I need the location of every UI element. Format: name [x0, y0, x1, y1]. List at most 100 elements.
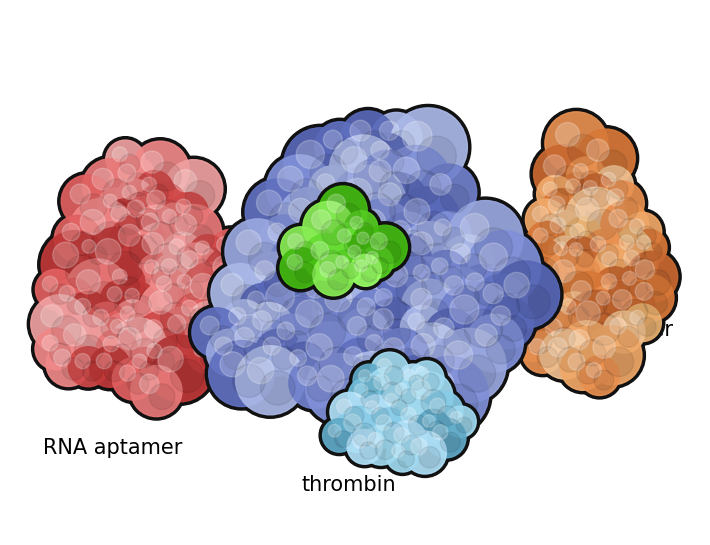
Circle shape: [76, 270, 100, 294]
Circle shape: [316, 215, 333, 232]
Circle shape: [375, 289, 392, 306]
Circle shape: [136, 171, 174, 209]
Circle shape: [278, 166, 303, 191]
Circle shape: [80, 194, 106, 220]
Circle shape: [114, 294, 134, 314]
Circle shape: [428, 325, 510, 406]
Circle shape: [236, 280, 288, 332]
Circle shape: [344, 347, 362, 365]
Circle shape: [608, 180, 628, 199]
Circle shape: [153, 199, 197, 243]
Circle shape: [401, 389, 416, 404]
Circle shape: [392, 445, 404, 457]
Circle shape: [82, 240, 96, 253]
Circle shape: [135, 277, 203, 345]
Circle shape: [590, 237, 606, 252]
Circle shape: [315, 122, 365, 171]
Circle shape: [62, 223, 80, 241]
Circle shape: [367, 281, 413, 327]
Circle shape: [186, 225, 214, 252]
Circle shape: [351, 199, 413, 261]
Circle shape: [142, 177, 156, 192]
Circle shape: [71, 232, 94, 256]
Circle shape: [609, 225, 655, 270]
Text: thrombin: thrombin: [302, 475, 396, 494]
Circle shape: [459, 355, 496, 392]
Circle shape: [331, 379, 366, 414]
Circle shape: [367, 246, 410, 289]
Circle shape: [290, 179, 324, 212]
Circle shape: [324, 223, 347, 246]
Circle shape: [146, 266, 193, 313]
Circle shape: [371, 395, 415, 439]
Circle shape: [435, 219, 451, 235]
Circle shape: [244, 302, 294, 352]
Circle shape: [312, 210, 331, 229]
Circle shape: [383, 319, 410, 346]
Circle shape: [598, 150, 627, 179]
Circle shape: [423, 346, 454, 377]
Circle shape: [444, 276, 464, 295]
Circle shape: [334, 431, 351, 447]
Circle shape: [247, 358, 273, 384]
Circle shape: [128, 138, 192, 203]
Circle shape: [141, 337, 180, 376]
Circle shape: [104, 194, 117, 208]
Circle shape: [391, 399, 408, 415]
Circle shape: [112, 358, 155, 400]
Circle shape: [173, 243, 219, 288]
Circle shape: [127, 173, 151, 196]
Circle shape: [401, 279, 457, 334]
Circle shape: [330, 250, 364, 283]
Circle shape: [576, 250, 594, 267]
Circle shape: [366, 335, 383, 352]
Circle shape: [63, 324, 85, 346]
Circle shape: [266, 155, 333, 221]
Circle shape: [131, 366, 182, 416]
Circle shape: [545, 233, 587, 275]
Circle shape: [332, 335, 388, 391]
Circle shape: [423, 391, 463, 431]
Circle shape: [622, 299, 648, 325]
Circle shape: [450, 295, 479, 324]
Circle shape: [398, 451, 415, 468]
Circle shape: [559, 233, 602, 276]
Circle shape: [450, 244, 471, 264]
Circle shape: [350, 364, 376, 390]
Circle shape: [348, 223, 387, 262]
Circle shape: [433, 425, 448, 440]
Circle shape: [310, 154, 347, 191]
Circle shape: [351, 227, 383, 258]
Circle shape: [224, 346, 247, 370]
Circle shape: [161, 156, 226, 222]
Circle shape: [386, 393, 398, 405]
Circle shape: [529, 339, 545, 355]
Circle shape: [362, 210, 386, 233]
Circle shape: [176, 199, 191, 214]
Circle shape: [183, 207, 203, 226]
Circle shape: [298, 229, 316, 246]
Circle shape: [303, 201, 354, 252]
Circle shape: [151, 267, 170, 285]
Circle shape: [581, 171, 600, 191]
Circle shape: [169, 239, 185, 255]
Circle shape: [149, 291, 172, 314]
Circle shape: [155, 252, 195, 292]
Circle shape: [120, 277, 139, 296]
Circle shape: [515, 317, 536, 337]
Circle shape: [150, 269, 190, 309]
Circle shape: [540, 214, 561, 235]
Circle shape: [432, 328, 506, 403]
Circle shape: [424, 208, 474, 258]
Circle shape: [543, 210, 584, 251]
Circle shape: [542, 250, 601, 309]
Circle shape: [536, 326, 593, 383]
Circle shape: [359, 370, 371, 382]
Circle shape: [101, 317, 122, 338]
Circle shape: [540, 329, 589, 379]
Circle shape: [591, 263, 638, 311]
Circle shape: [440, 432, 460, 452]
Circle shape: [156, 203, 193, 240]
Circle shape: [620, 209, 665, 255]
Circle shape: [583, 180, 597, 195]
